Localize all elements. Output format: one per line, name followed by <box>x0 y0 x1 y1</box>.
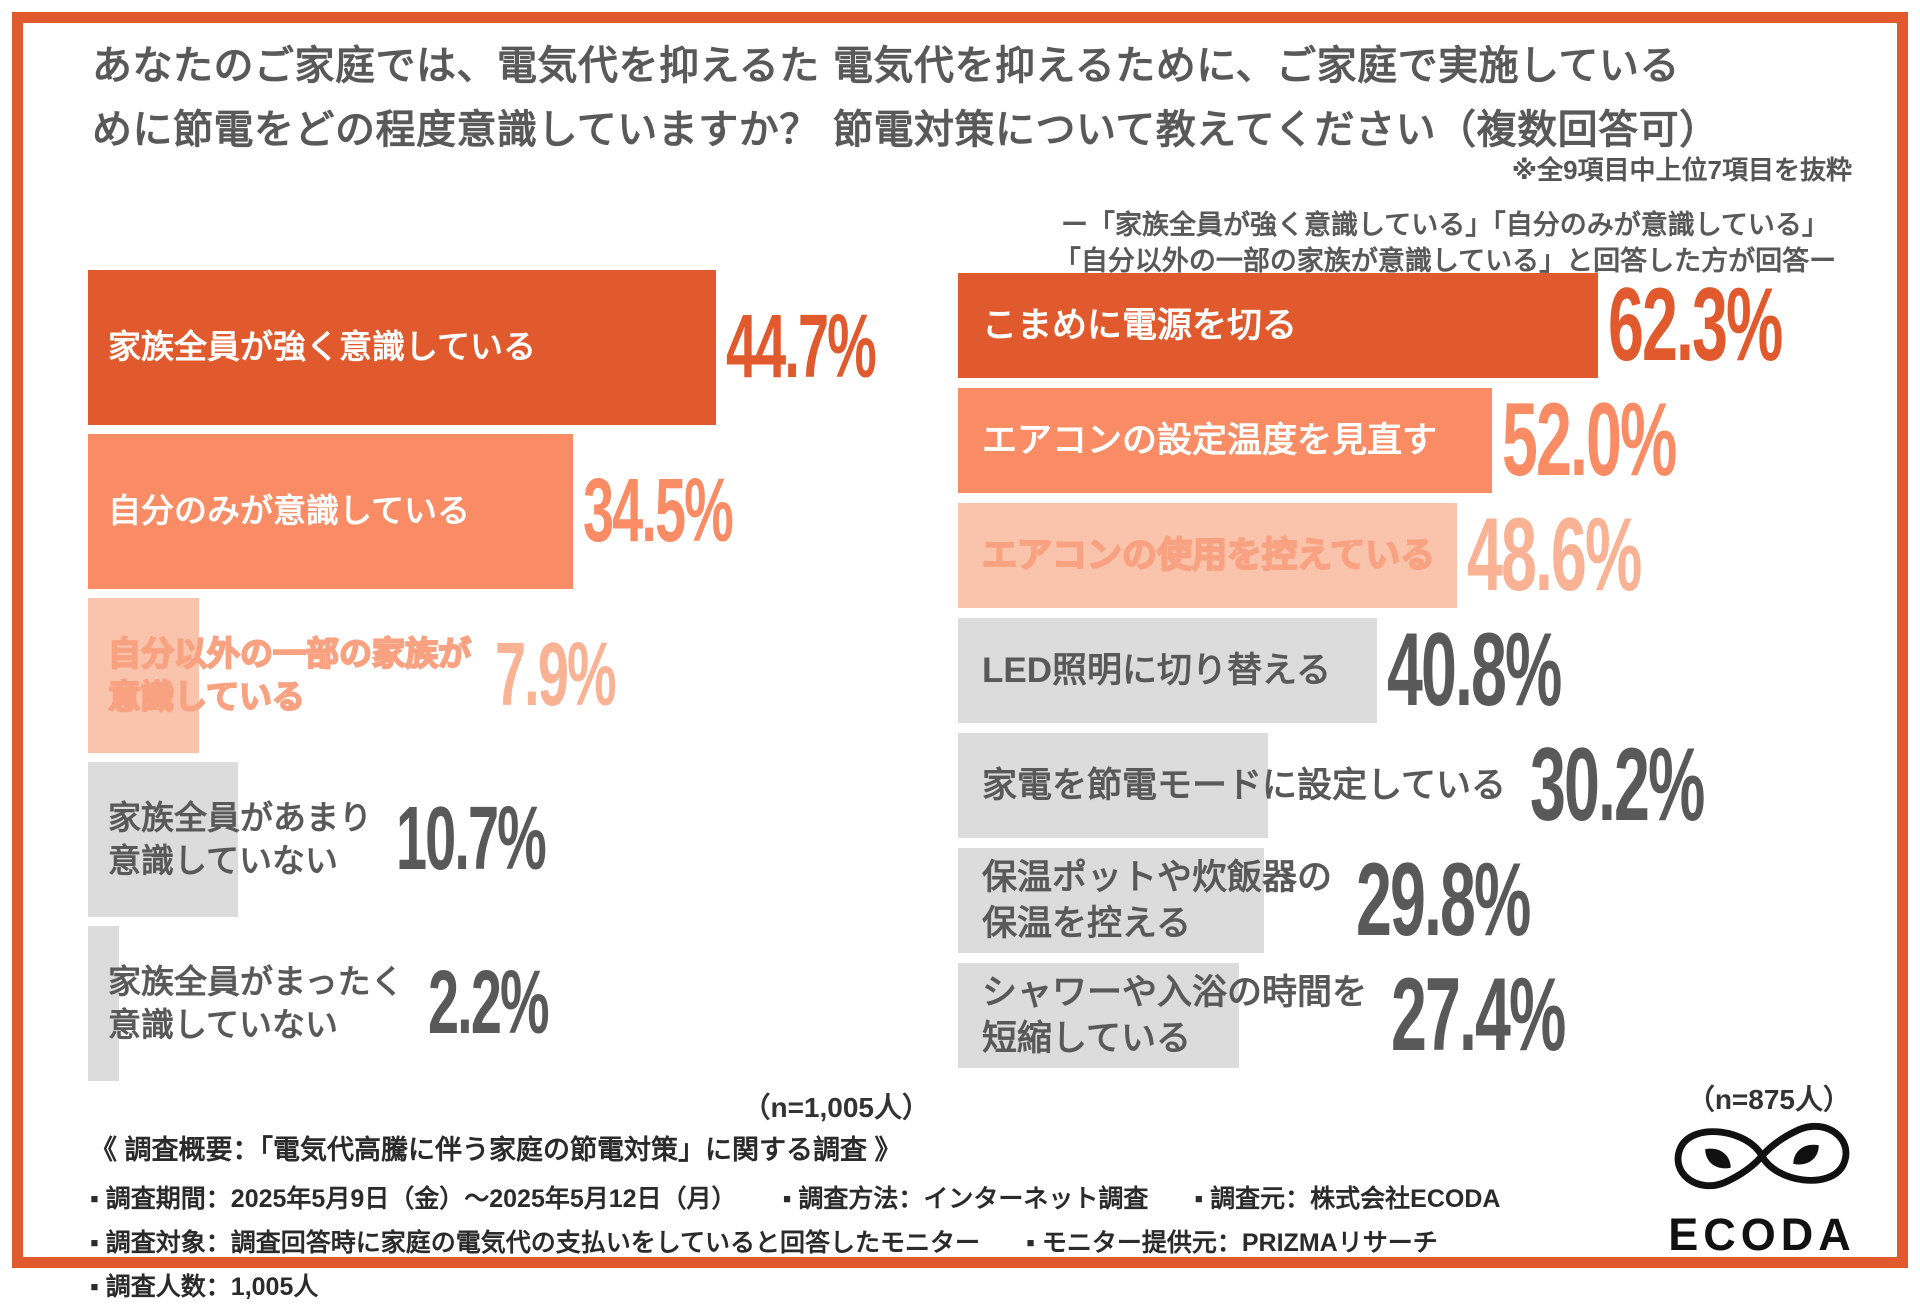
bar-fill <box>958 503 1457 608</box>
left-sample-size: （n=1,005人） <box>742 1092 930 1123</box>
bar-fill <box>88 926 119 1081</box>
bar-category-label: LED照明に切り替える <box>982 650 1331 690</box>
bar-category-label: 保温ポットや炊飯器の 保温を控える <box>982 858 1333 943</box>
bar-value-label: 29.8% <box>1356 842 1531 958</box>
bar-box: エアコンの使用を控えている <box>958 503 1457 608</box>
right-sample-size: （n=875人） <box>1686 1084 1851 1115</box>
bar-box: 自分以外の一部の家族が 意識している <box>88 598 485 753</box>
bar-row: 自分のみが意識している 34.5% <box>88 434 928 589</box>
left-chart-title-line2: めに節電をどの程度意識していますか？ <box>92 108 820 152</box>
survey-overview-item: ▪ 調査期間：2025年5月9日（金）〜2025年5月12日（月） <box>90 1185 737 1213</box>
left-chart-title-line1: あなたのご家庭では、電気代を抑えるた <box>92 44 820 88</box>
bar-box: 家族全員があまり 意識していない <box>88 762 386 917</box>
survey-overview-row: ▪ 調査期間：2025年5月9日（金）〜2025年5月12日（月） ▪ 調査方法：… <box>90 1179 1546 1215</box>
bar-category-label: 家族全員があまり 意識していない <box>108 798 372 879</box>
bar-row: 家族全員がまったく 意識していない 2.2% <box>88 926 928 1081</box>
border-frame <box>12 12 1908 1268</box>
survey-overview-item: ▪ 調査人数：1,005人 <box>90 1273 319 1301</box>
survey-overview-row: ▪ 調査対象：調査回答時に家庭の電気代の支払いをしていると回答したモニター ▪ モ… <box>90 1223 1546 1259</box>
bar-value-label: 44.7% <box>726 297 877 397</box>
bar-box: シャワーや入浴の時間を 短縮している <box>958 963 1381 1068</box>
survey-overview-item: ▪ 調査方法：インターネット調査 <box>782 1185 1149 1213</box>
bar-fill <box>958 963 1239 1068</box>
respondent-filter-note-line2: 「自分以外の一部の家族が意識している」と回答した方が回答ー <box>1053 246 1837 277</box>
bar-category-label: 自分以外の一部の家族が 意識している <box>107 634 472 716</box>
bar-value-label: 10.7% <box>396 789 547 889</box>
bar-box: こまめに電源を切る <box>958 273 1598 378</box>
bar-fill <box>88 762 238 917</box>
ecoda-wordmark: ECODA <box>1668 1209 1856 1260</box>
left-chart-title: あなたのご家庭では、電気代を抑えるた めに節電をどの程度意識していますか？ <box>92 34 820 162</box>
bar-value-label: 27.4% <box>1391 957 1566 1073</box>
bar-row: LED照明に切り替える 40.8% <box>958 612 1868 728</box>
bar-row: 家族全員が強く意識している 44.7% <box>88 270 928 425</box>
left-bar-chart: 家族全員が強く意識している 44.7% 自分のみが意識している 34.5% 自分… <box>88 270 928 1090</box>
bar-fill <box>958 618 1377 723</box>
ecoda-logo: ECODA <box>1652 1110 1872 1261</box>
bar-row: 家族全員があまり 意識していない 10.7% <box>88 762 928 917</box>
survey-overview-heading: 《 調査概要：「電気代高騰に伴う家庭の節電対策」に関する調査 》 <box>90 1135 902 1165</box>
bar-fill <box>958 733 1268 838</box>
survey-overview-item: ▪ 調査対象：調査回答時に家庭の電気代の支払いをしていると回答したモニター <box>90 1229 981 1257</box>
bar-row: エアコンの設定温度を見直す 52.0% <box>958 382 1868 498</box>
bar-box: LED照明に切り替える <box>958 618 1377 723</box>
bar-fill <box>958 388 1492 493</box>
bar-category-label: 自分のみが意識している <box>108 492 471 530</box>
bar-value-label: 52.0% <box>1502 382 1677 498</box>
right-bar-chart: こまめに電源を切る 62.3% エアコンの設定温度を見直す 52.0% エアコン… <box>958 267 1868 1078</box>
leaf-right <box>1793 1144 1819 1165</box>
survey-overview-rows: ▪ 調査期間：2025年5月9日（金）〜2025年5月12日（月） ▪ 調査方法：… <box>90 1179 1546 1303</box>
bar-category-label: シャワーや入浴の時間を 短縮している <box>982 973 1368 1058</box>
bar-value-label: 62.3% <box>1608 267 1783 383</box>
survey-overview-item: ▪ モニター提供元：PRIZMAリサーチ <box>1026 1229 1438 1257</box>
bar-fill <box>958 848 1264 953</box>
bar-category-label: 家族全員がまったく 意識していない <box>108 962 404 1043</box>
respondent-filter-note: ー「家族全員が強く意識している」「自分のみが意識している」 「自分以外の一部の家… <box>1030 207 1860 280</box>
right-chart-title-line2: 節電対策について教えてください（複数回答可） <box>833 108 1720 152</box>
excerpt-note: ※全9項目中上位7項目を抜粋 <box>1511 155 1852 185</box>
leaf-left <box>1705 1148 1731 1169</box>
respondent-filter-note-line1: ー「家族全員が強く意識している」「自分のみが意識している」 <box>1061 210 1829 240</box>
bar-row: エアコンの使用を控えている 48.6% <box>958 497 1868 613</box>
bar-row: 家電を節電モードに設定している 30.2% <box>958 727 1868 843</box>
bar-value-label: 7.9% <box>495 625 617 725</box>
right-chart-title-line1: 電気代を抑えるために、ご家庭で実施している <box>833 44 1680 88</box>
bar-box: 家族全員がまったく 意識していない <box>88 926 418 1081</box>
bar-value-label: 40.8% <box>1387 612 1562 728</box>
bar-row: こまめに電源を切る 62.3% <box>958 267 1868 383</box>
bar-box: エアコンの設定温度を見直す <box>958 388 1492 493</box>
bar-value-label: 2.2% <box>427 953 550 1053</box>
bar-value-label: 48.6% <box>1467 497 1642 613</box>
survey-overview-item: ▪ 調査元：株式会社ECODA <box>1194 1185 1501 1213</box>
infinity-leaves-icon <box>1674 1122 1850 1190</box>
bar-box: 自分のみが意識している <box>88 434 573 589</box>
bar-box: 家電を節電モードに設定している <box>958 733 1520 838</box>
bar-fill <box>88 270 716 425</box>
bar-row: 自分以外の一部の家族が 意識している 7.9% <box>88 598 928 753</box>
bar-fill <box>88 434 573 589</box>
bar-fill <box>958 273 1598 378</box>
bar-fill <box>88 598 199 753</box>
right-chart-title: 電気代を抑えるために、ご家庭で実施している 節電対策について教えてください（複数… <box>833 34 1720 162</box>
bar-category-label: こまめに電源を切る <box>982 305 1298 345</box>
bar-row: 保温ポットや炊飯器の 保温を控える 29.8% <box>958 842 1868 958</box>
bar-box: 保温ポットや炊飯器の 保温を控える <box>958 848 1346 953</box>
survey-overview-row: ▪ 調査人数：1,005人 <box>90 1267 1546 1303</box>
bar-category-label: 家電を節電モードに設定している <box>982 765 1506 805</box>
bar-category-label: エアコンの使用を控えている <box>981 535 1436 576</box>
bar-category-label: 家族全員が強く意識している <box>108 328 537 366</box>
bar-box: 家族全員が強く意識している <box>88 270 716 425</box>
bar-category-label: エアコンの設定温度を見直す <box>982 420 1438 460</box>
bar-value-label: 30.2% <box>1529 727 1705 843</box>
bar-value-label: 34.5% <box>583 461 734 561</box>
survey-overview-footer: 《 調査概要：「電気代高騰に伴う家庭の節電対策」に関する調査 》 ▪ 調査期間：… <box>90 1128 1546 1311</box>
bar-row: シャワーや入浴の時間を 短縮している 27.4% <box>958 957 1868 1073</box>
